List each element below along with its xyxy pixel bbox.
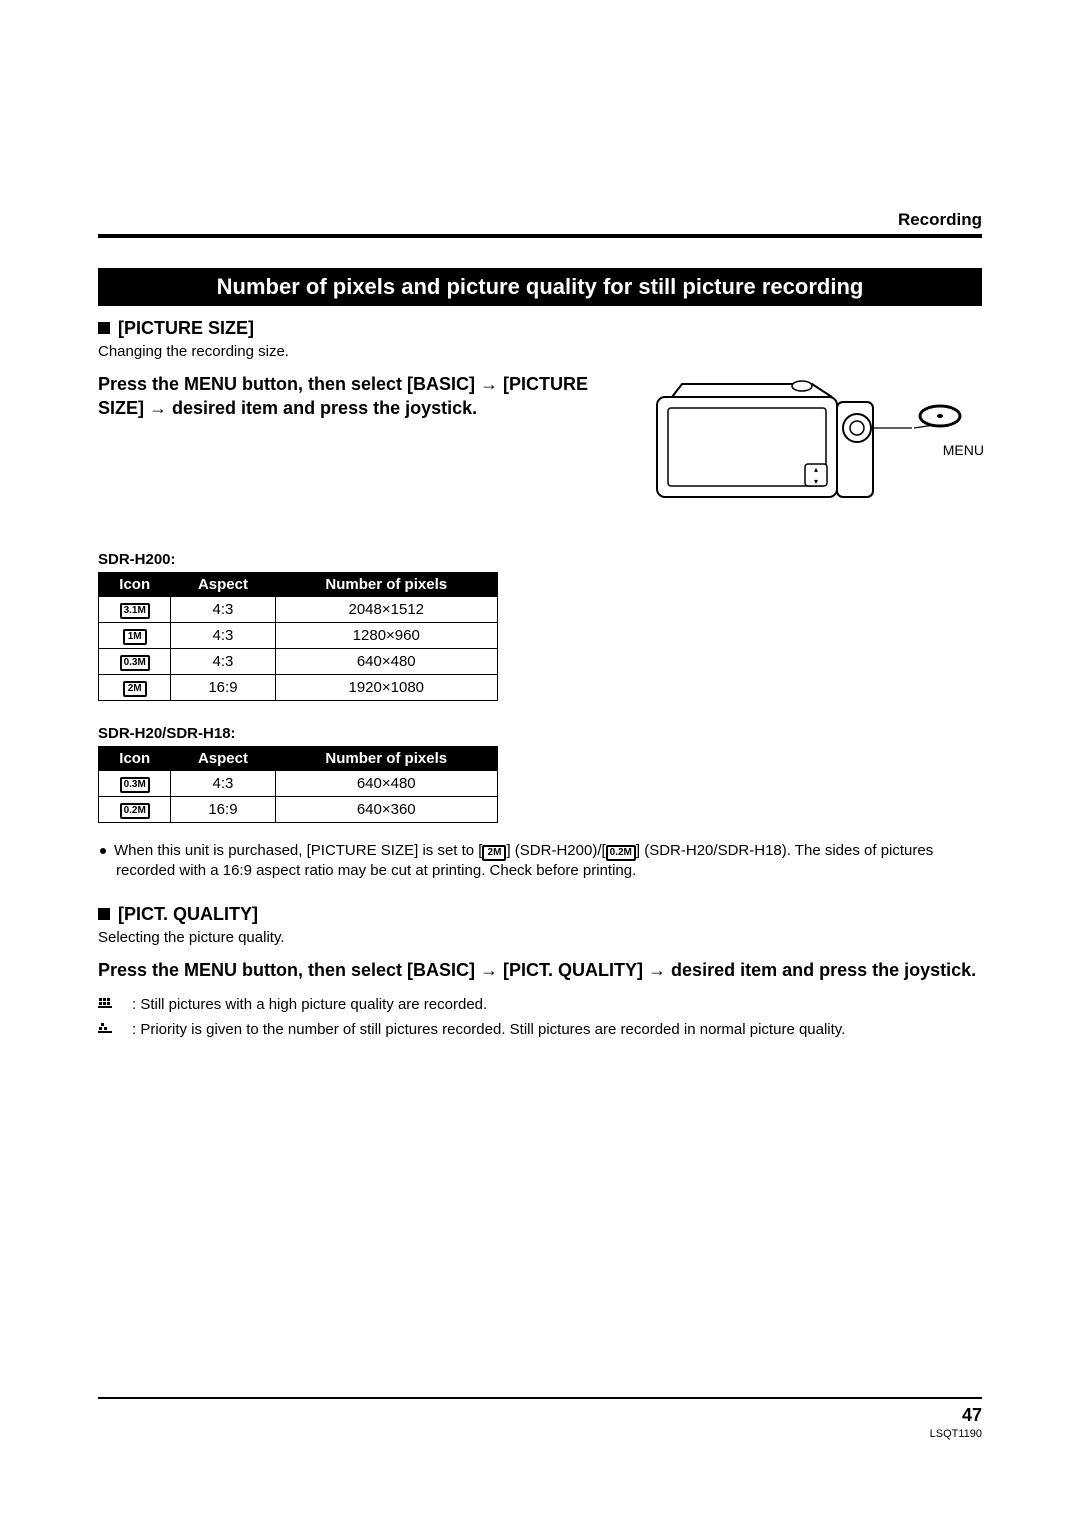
instr-part2: [PICT. QUALITY] <box>498 960 648 980</box>
quality-item-high: : Still pictures with a high picture qua… <box>98 994 982 1015</box>
quality-high-icon <box>98 994 126 1015</box>
square-bullet-icon <box>98 908 110 920</box>
picture-size-note: When this unit is purchased, [PICTURE SI… <box>98 841 982 882</box>
instr-part3: desired item and press the joystick. <box>666 960 976 980</box>
table-header-aspect: Aspect <box>171 747 275 771</box>
page: Recording Number of pixels and picture q… <box>0 0 1080 1528</box>
title-bar: Number of pixels and picture quality for… <box>98 268 982 306</box>
cell-aspect: 4:3 <box>171 623 275 649</box>
instruction-text-block: Press the MENU button, then select [BASI… <box>98 372 632 433</box>
arrow-icon: → <box>149 398 167 418</box>
page-number: 47 <box>98 1405 982 1426</box>
page-footer: 47 LSQT1190 <box>98 1397 982 1440</box>
model1-label: SDR-H200: <box>98 551 982 568</box>
quality-high-text: : Still pictures with a high picture qua… <box>132 994 982 1015</box>
cell-aspect: 4:3 <box>171 771 275 797</box>
cell-aspect: 4:3 <box>171 597 275 623</box>
size-chip-icon: 0.2M <box>606 845 636 861</box>
table-row: 2M 16:9 1920×1080 <box>99 675 498 701</box>
camera-illustration: ▴ ▾ MENU <box>652 372 982 527</box>
cell-pixels: 640×480 <box>275 771 498 797</box>
menu-label: MENU <box>943 442 984 458</box>
model2-label: SDR-H20/SDR-H18: <box>98 725 982 742</box>
table-header-pixels: Number of pixels <box>275 573 498 597</box>
svg-text:▾: ▾ <box>814 477 818 486</box>
table-header-pixels: Number of pixels <box>275 747 498 771</box>
square-bullet-icon <box>98 322 110 334</box>
picture-size-instruction: Press the MENU button, then select [BASI… <box>98 372 632 421</box>
quality-normal-text: : Priority is given to the number of sti… <box>132 1019 982 1040</box>
pict-quality-heading-text: [PICT. QUALITY] <box>118 904 258 924</box>
cell-pixels: 2048×1512 <box>275 597 498 623</box>
cell-pixels: 640×480 <box>275 649 498 675</box>
size-chip-icon: 2M <box>123 681 147 697</box>
cell-aspect: 16:9 <box>171 675 275 701</box>
cell-pixels: 1920×1080 <box>275 675 498 701</box>
model2-table: Icon Aspect Number of pixels 0.3M 4:3 64… <box>98 746 498 823</box>
size-chip-icon: 1M <box>123 629 147 645</box>
svg-text:▴: ▴ <box>814 465 818 474</box>
picture-size-heading: [PICTURE SIZE] <box>98 318 982 339</box>
size-chip-icon: 0.3M <box>120 777 150 793</box>
size-chip-icon: 0.3M <box>120 655 150 671</box>
pict-quality-description: Selecting the picture quality. <box>98 929 982 946</box>
instruction-row: Press the MENU button, then select [BASI… <box>98 372 982 527</box>
document-id: LSQT1190 <box>98 1428 982 1440</box>
table-row: 1M 4:3 1280×960 <box>99 623 498 649</box>
size-chip-icon: 3.1M <box>120 603 150 619</box>
cell-pixels: 1280×960 <box>275 623 498 649</box>
arrow-icon: → <box>480 374 498 394</box>
table-header-icon: Icon <box>99 747 171 771</box>
footer-rule <box>98 1397 982 1399</box>
picture-size-heading-text: [PICTURE SIZE] <box>118 318 254 338</box>
bullet-dot-icon <box>100 848 106 854</box>
table-header-aspect: Aspect <box>171 573 275 597</box>
table-row: 3.1M 4:3 2048×1512 <box>99 597 498 623</box>
camera-icon: ▴ ▾ <box>652 372 982 522</box>
size-chip-icon: 0.2M <box>120 803 150 819</box>
header-rule <box>98 234 982 238</box>
arrow-icon: → <box>648 960 666 980</box>
cell-aspect: 4:3 <box>171 649 275 675</box>
arrow-icon: → <box>480 960 498 980</box>
pict-quality-heading: [PICT. QUALITY] <box>98 904 982 925</box>
table-row: 0.2M 16:9 640×360 <box>99 797 498 823</box>
section-label: Recording <box>98 210 982 230</box>
picture-size-description: Changing the recording size. <box>98 343 982 360</box>
instr-part3: desired item and press the joystick. <box>167 398 477 418</box>
size-chip-icon: 2M <box>482 845 506 861</box>
quality-item-normal: : Priority is given to the number of sti… <box>98 1019 982 1040</box>
table-row: 0.3M 4:3 640×480 <box>99 771 498 797</box>
cell-aspect: 16:9 <box>171 797 275 823</box>
pict-quality-instruction: Press the MENU button, then select [BASI… <box>98 958 982 982</box>
note-part2: ] (SDR-H200)/[ <box>506 842 605 859</box>
instr-part1: Press the MENU button, then select [BASI… <box>98 960 480 980</box>
note-part1: When this unit is purchased, [PICTURE SI… <box>114 842 482 859</box>
instr-part1: Press the MENU button, then select [BASI… <box>98 374 480 394</box>
model1-table: Icon Aspect Number of pixels 3.1M 4:3 20… <box>98 572 498 701</box>
quality-list: : Still pictures with a high picture qua… <box>98 994 982 1040</box>
quality-normal-icon <box>98 1019 126 1040</box>
table-row: 0.3M 4:3 640×480 <box>99 649 498 675</box>
table-header-icon: Icon <box>99 573 171 597</box>
cell-pixels: 640×360 <box>275 797 498 823</box>
